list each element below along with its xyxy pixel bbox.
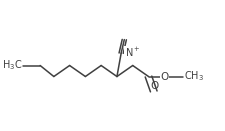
Text: CH$_3$: CH$_3$ [183,70,203,83]
Text: N$^+$: N$^+$ [124,46,140,59]
Text: O: O [150,81,158,91]
Text: O: O [160,72,168,81]
Text: H$_3$C: H$_3$C [2,59,22,72]
